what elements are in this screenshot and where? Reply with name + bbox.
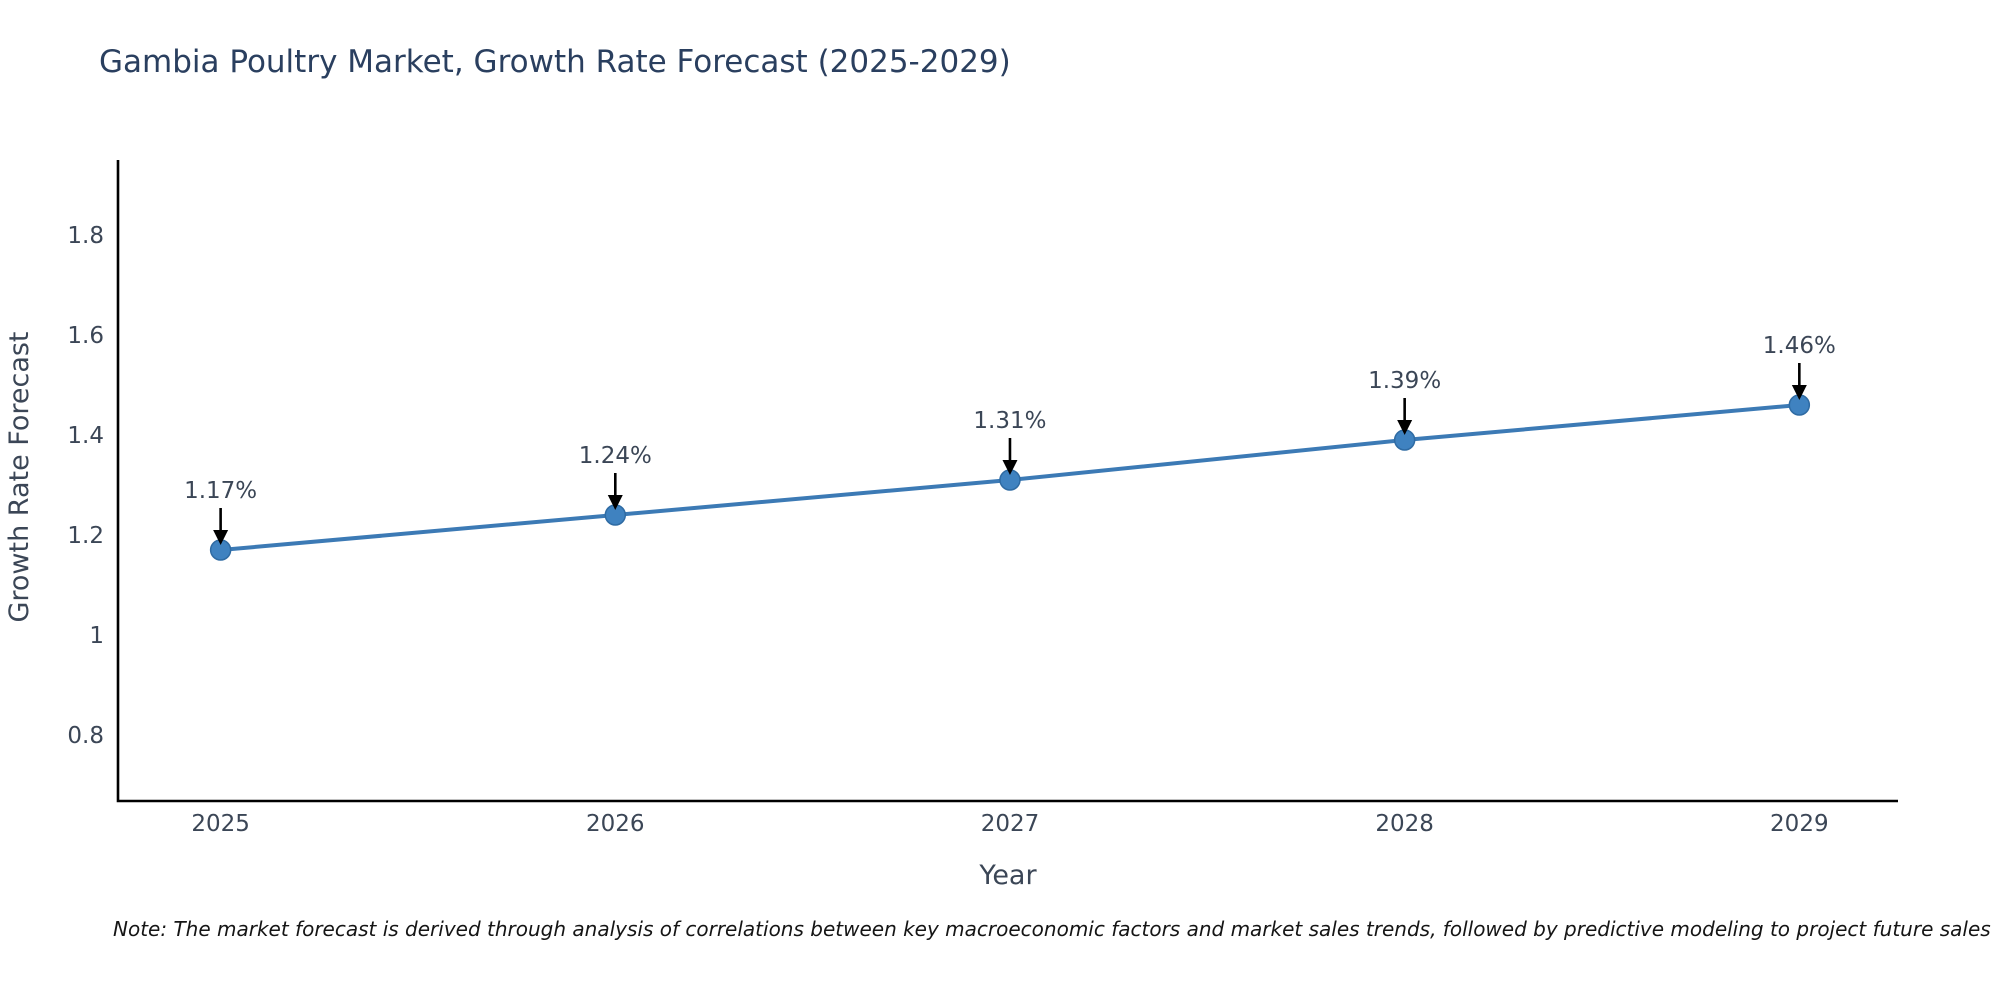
annotation-label: 1.24% [579, 443, 652, 469]
x-tick-label: 2029 [1770, 811, 1829, 837]
annotation-arrow-head [1002, 460, 1018, 475]
y-tick-label: 1.2 [67, 523, 104, 549]
annotation-label: 1.17% [184, 478, 257, 504]
annotation-arrow-head [1791, 385, 1807, 400]
annotation-label: 1.31% [973, 408, 1046, 434]
y-tick-label: 1.4 [67, 423, 104, 449]
axis-spines [116, 160, 1898, 803]
chart-title: Gambia Poultry Market, Growth Rate Forec… [99, 44, 1011, 80]
y-tick-label: 1.8 [67, 223, 104, 249]
y-tick-label: 0.8 [67, 723, 104, 749]
x-tick-label: 2027 [981, 811, 1040, 837]
x-tick-label: 2028 [1375, 811, 1434, 837]
annotation-arrow-head [1397, 420, 1413, 435]
x-tick-label: 2025 [191, 811, 250, 837]
y-tick-label: 1.6 [67, 323, 104, 349]
annotation-arrow-head [213, 530, 229, 545]
footnote: Note: The market forecast is derived thr… [113, 917, 1991, 941]
y-tick-label: 1 [89, 623, 104, 649]
annotation-label: 1.39% [1368, 368, 1441, 394]
x-axis-label: Year [978, 860, 1037, 891]
x-tick-label: 2026 [586, 811, 645, 837]
annotation-arrow-head [607, 495, 623, 510]
annotation-label: 1.46% [1763, 333, 1836, 359]
y-axis-label: Growth Rate Forecast [4, 331, 35, 622]
